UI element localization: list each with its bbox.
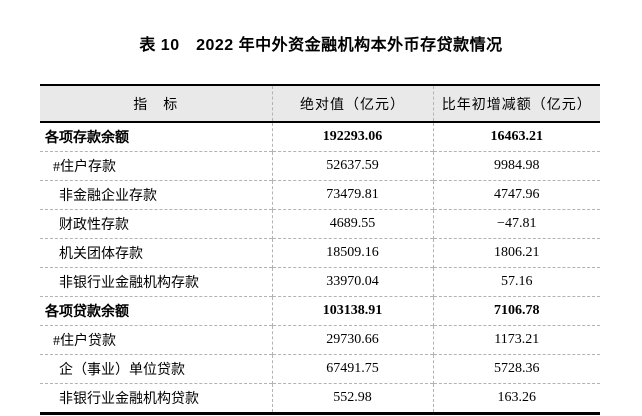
table-header: 指 标 绝对值（亿元） 比年初增减额（亿元） (40, 85, 600, 123)
table-row: #住户贷款 29730.66 1173.21 (40, 325, 600, 355)
table-row: 各项贷款余额 103138.91 7106.78 (40, 296, 600, 326)
deposits-loans-table: 指 标 绝对值（亿元） 比年初增减额（亿元） 各项存款余额 192293.06 16… (40, 84, 600, 415)
table-row: 机关团体存款 18509.16 1806.21 (40, 238, 600, 268)
absolute-value-cell: 67491.75 (271, 354, 433, 384)
header-change-since-year-start: 比年初增减额（亿元） (432, 85, 600, 123)
table-row: 非金融企业存款 73479.81 4747.96 (40, 180, 600, 210)
absolute-value-cell: 4689.55 (271, 209, 433, 239)
absolute-value-cell: 73479.81 (271, 180, 433, 210)
indicator-cell: 各项贷款余额 (40, 296, 272, 326)
indicator-cell: 机关团体存款 (40, 238, 272, 268)
header-indicator: 指 标 (40, 85, 272, 123)
header-absolute-value: 绝对值（亿元） (271, 85, 433, 123)
indicator-cell: 非金融企业存款 (40, 180, 272, 210)
table-row: 非银行业金融机构贷款 552.98 163.26 (40, 383, 600, 414)
table-title: 表 10 2022 年中外资金融机构本外币存贷款情况 (139, 37, 503, 54)
table-row: 财政性存款 4689.55 −47.81 (40, 209, 600, 239)
header-row: 指 标 绝对值（亿元） 比年初增减额（亿元） (40, 85, 600, 123)
absolute-value-cell: 18509.16 (271, 238, 433, 268)
absolute-value-cell: 103138.91 (271, 296, 433, 326)
absolute-value-cell: 29730.66 (271, 325, 433, 355)
change-value-cell: 1173.21 (432, 325, 600, 355)
table-body: 各项存款余额 192293.06 16463.21 #住户存款 52637.59 9984… (40, 122, 600, 414)
absolute-value-cell: 192293.06 (271, 122, 433, 152)
absolute-value-cell: 52637.59 (271, 151, 433, 181)
change-value-cell: 7106.78 (432, 296, 600, 326)
indicator-cell: 非银行业金融机构贷款 (40, 383, 272, 414)
change-value-cell: 57.16 (432, 267, 600, 297)
indicator-cell: #住户存款 (40, 151, 272, 181)
change-value-cell: 9984.98 (432, 151, 600, 181)
table-row: 企（事业）单位贷款 67491.75 5728.36 (40, 354, 600, 384)
change-value-cell: −47.81 (432, 209, 600, 239)
indicator-cell: #住户贷款 (40, 325, 272, 355)
absolute-value-cell: 552.98 (271, 383, 433, 414)
change-value-cell: 4747.96 (432, 180, 600, 210)
indicator-cell: 企（事业）单位贷款 (40, 354, 272, 384)
change-value-cell: 16463.21 (432, 122, 600, 152)
change-value-cell: 1806.21 (432, 238, 600, 268)
indicator-cell: 非银行业金融机构存款 (40, 267, 272, 297)
change-value-cell: 5728.36 (432, 354, 600, 384)
table-row: 非银行业金融机构存款 33970.04 57.16 (40, 267, 600, 297)
change-value-cell: 163.26 (432, 383, 600, 414)
table-row: #住户存款 52637.59 9984.98 (40, 151, 600, 181)
indicator-cell: 财政性存款 (40, 209, 272, 239)
table-row: 各项存款余额 192293.06 16463.21 (40, 122, 600, 152)
indicator-cell: 各项存款余额 (45, 131, 129, 146)
absolute-value-cell: 33970.04 (271, 267, 433, 297)
